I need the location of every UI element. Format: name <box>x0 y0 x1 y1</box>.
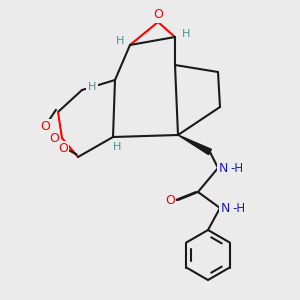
Text: H: H <box>182 29 190 39</box>
Text: O: O <box>58 142 68 155</box>
Text: O: O <box>165 194 175 206</box>
Text: O: O <box>49 131 59 145</box>
Polygon shape <box>178 135 211 154</box>
Text: -H: -H <box>232 202 245 214</box>
Text: H: H <box>88 82 96 92</box>
Text: O: O <box>40 121 50 134</box>
Text: O: O <box>153 8 163 22</box>
Text: H: H <box>116 36 124 46</box>
Text: N: N <box>218 161 228 175</box>
Text: H: H <box>113 142 121 152</box>
Text: -H: -H <box>230 161 243 175</box>
Text: N: N <box>220 202 230 214</box>
